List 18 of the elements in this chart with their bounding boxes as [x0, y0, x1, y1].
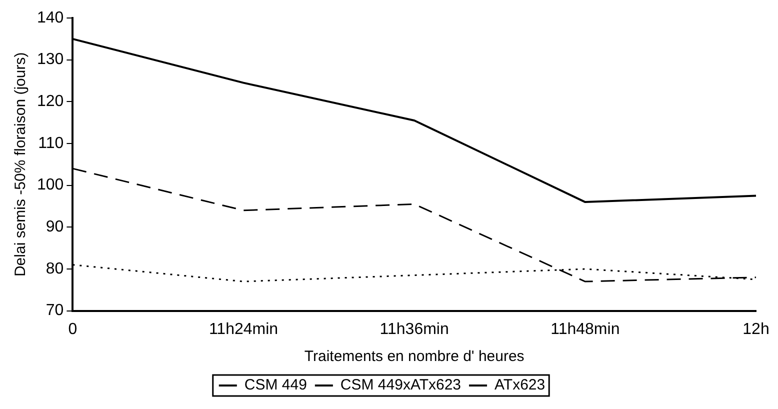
y-tick-label: 140 — [36, 9, 64, 26]
y-tick-label: 110 — [38, 134, 64, 152]
x-tick-label: 0 — [68, 320, 78, 338]
legend-label: CSM 449 — [244, 376, 307, 394]
x-tick-label: 11h36min — [380, 320, 449, 338]
y-tick-label: 90 — [46, 218, 64, 236]
y-tick-label: 70 — [46, 302, 64, 320]
legend-label: ATx623 — [494, 376, 546, 394]
x-tick-label: 12h — [742, 320, 770, 338]
x-tick-label: 11h48min — [550, 320, 620, 338]
x-axis-title: Traitements en nombre d' heures — [304, 348, 524, 366]
y-tick-label: 130 — [36, 51, 64, 68]
y-tick-label: 80 — [46, 260, 64, 278]
legend-label: CSM 449xATx623 — [340, 376, 462, 394]
x-tick-label: 11h24min — [208, 320, 278, 338]
y-tick-label: 100 — [36, 176, 64, 194]
y-axis-title: Delai semis -50% floraison (jours) — [12, 52, 30, 277]
y-tick-label: 120 — [36, 93, 64, 110]
